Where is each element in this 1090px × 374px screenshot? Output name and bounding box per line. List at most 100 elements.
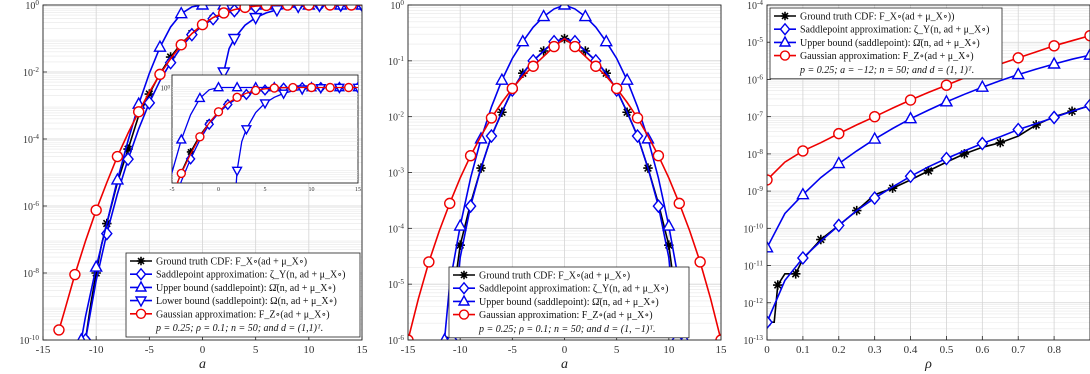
marker-triangle-down <box>134 296 148 308</box>
marker-circle <box>444 197 456 210</box>
marker-circle <box>506 82 519 95</box>
tick-exponent: -6 <box>757 73 763 81</box>
marker-asterisk <box>186 148 195 156</box>
marker-circle <box>631 112 644 124</box>
marker-triangle-down <box>352 83 358 94</box>
marker-triangle-up <box>778 35 792 47</box>
marker-circle <box>345 5 358 11</box>
x-tick-label: -10 <box>453 344 468 356</box>
marker-circle <box>218 7 230 19</box>
tick-exponent: -4 <box>398 222 404 230</box>
marker-circle <box>90 204 102 216</box>
tick-exponent: -6 <box>33 200 39 208</box>
marker-asterisk <box>816 234 826 245</box>
x-tick-label: -15 <box>36 344 51 356</box>
marker-circle <box>527 60 539 72</box>
marker-asterisk <box>455 240 465 250</box>
marker-circle <box>779 50 791 61</box>
marker-triangle-down <box>240 125 252 136</box>
marker-diamond <box>631 128 644 144</box>
marker-circle <box>69 268 81 281</box>
marker-asterisk <box>790 269 801 279</box>
inset-y-tick-label: 100 <box>160 84 170 93</box>
x-tick-label: 0 <box>200 344 206 356</box>
chart-panel-cdf-d11: -15 -10 -5 0 5 10 15 10 -10 10-8 10-6 10-4 10-2 100 a -… <box>19 0 368 372</box>
marker-asterisk <box>959 149 970 159</box>
marker-diamond <box>1012 122 1025 137</box>
tick-exponent: -2 <box>398 111 404 119</box>
legend-label: Upper bound (saddlepoint): Ω̄(n, ad + μ_… <box>800 38 980 49</box>
x-tick-label: -5 <box>145 344 155 356</box>
marker-diamond <box>204 118 215 131</box>
marker-asterisk <box>144 89 155 99</box>
marker-triangle-up <box>1011 67 1025 80</box>
y-tick-label: 10-2 <box>23 66 39 79</box>
legend: Ground truth CDF: F_X∘(ad + μ_X∘)) Saddle… <box>769 7 1003 80</box>
legend-label: Saddlepoint approximation: ζ_Y(n, ad + μ… <box>800 25 989 36</box>
series-line <box>767 34 1090 181</box>
marker-triangle-up <box>662 218 676 231</box>
marker-circle <box>940 79 953 91</box>
marker-diamond <box>164 55 177 70</box>
marker-circle <box>288 82 298 93</box>
y-tick-label: 10-3 <box>388 167 404 180</box>
marker-diamond <box>1048 110 1061 125</box>
y-tick-label: 10-7 <box>747 111 763 124</box>
x-tick-label: -15 <box>401 344 416 356</box>
marker-circle <box>306 82 317 93</box>
marker-asterisk <box>459 270 469 280</box>
marker-circle <box>213 107 224 117</box>
x-tick-label: 0.5 <box>940 344 954 356</box>
marker-circle <box>464 149 477 162</box>
series-line <box>767 54 1090 249</box>
marker-diamond <box>868 190 881 206</box>
marker-circle <box>269 83 279 93</box>
inset-x-tick-label: 15 <box>355 187 361 193</box>
marker-circle <box>53 324 65 336</box>
x-tick-label: 5 <box>253 344 259 356</box>
y-tick-label: 10-6 <box>23 200 39 213</box>
marker-circle <box>196 18 209 31</box>
marker-circle <box>232 92 242 103</box>
x-axis-label: a <box>199 357 206 372</box>
marker-triangle-up <box>110 172 125 185</box>
marker-diamond <box>143 95 156 110</box>
x-axis-label: ρ <box>924 357 932 372</box>
x-tick-label: 0.4 <box>904 344 918 356</box>
x-tick-label: 0 <box>764 344 770 356</box>
marker-circle <box>111 150 124 163</box>
series-line <box>767 104 1090 323</box>
marker-triangle-up <box>767 240 774 253</box>
legend-box <box>769 7 1003 80</box>
marker-triangle-down <box>333 83 345 94</box>
legend-box <box>448 266 690 339</box>
x-tick-label: 10 <box>663 344 675 356</box>
marker-circle <box>797 145 809 157</box>
marker-diamond <box>1084 98 1090 113</box>
tick-exponent: -6 <box>398 334 404 342</box>
marker-asterisk <box>923 166 934 176</box>
tick-exponent: -13 <box>753 334 763 342</box>
marker-triangle-up <box>1047 56 1061 69</box>
marker-circle <box>325 82 335 93</box>
marker-circle <box>175 39 187 51</box>
legend-note: p = 0.25; ρ = 0.1; n = 50; and d = (1,1)… <box>155 323 323 334</box>
legend-label: Gaussian approximation: F_Z∘(ad + μ_X∘) <box>479 310 653 321</box>
marker-diamond <box>904 169 917 184</box>
marker-triangle-down <box>315 5 324 13</box>
tick-exponent: -9 <box>757 185 763 193</box>
marker-circle <box>694 256 706 268</box>
marker-circle <box>833 127 845 140</box>
tick-exponent: -8 <box>757 148 763 156</box>
marker-circle <box>176 168 187 179</box>
x-tick-label: 0.1 <box>796 344 810 356</box>
marker-asterisk <box>995 137 1006 148</box>
marker-circle <box>904 94 917 106</box>
x-tick-label: 0.2 <box>832 344 846 356</box>
marker-circle <box>1012 52 1024 64</box>
x-tick-label: 15 <box>357 344 369 356</box>
x-tick-label: 0.7 <box>1011 344 1025 356</box>
series-group <box>408 5 721 340</box>
marker-diamond <box>652 199 665 214</box>
